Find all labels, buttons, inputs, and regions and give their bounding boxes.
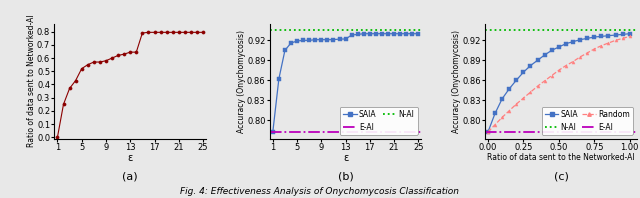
Random <box>541 80 548 82</box>
SAIA <box>506 88 513 90</box>
Random <box>583 52 591 54</box>
SAIA <box>281 49 289 51</box>
SAIA <box>342 38 349 40</box>
SAIA <box>408 32 416 35</box>
Line: SAIA: SAIA <box>486 32 631 133</box>
Random <box>569 60 577 63</box>
Text: (a): (a) <box>122 172 138 182</box>
SAIA <box>372 32 380 35</box>
SAIA <box>293 40 301 42</box>
Random <box>548 74 556 77</box>
SAIA <box>492 112 499 115</box>
SAIA <box>499 98 506 100</box>
SAIA <box>569 41 577 43</box>
X-axis label: ε: ε <box>127 153 133 163</box>
SAIA <box>619 33 627 36</box>
SAIA <box>513 79 520 81</box>
SAIA <box>312 38 319 41</box>
Random <box>520 97 527 99</box>
Line: Random: Random <box>486 35 631 133</box>
Random <box>527 91 534 93</box>
Random <box>605 42 612 44</box>
Random <box>506 109 513 112</box>
SAIA <box>576 38 584 41</box>
SAIA <box>605 34 612 37</box>
SAIA <box>330 38 337 41</box>
SAIA <box>317 38 325 41</box>
E-AI <box>263 131 271 133</box>
Random <box>562 64 570 67</box>
SAIA <box>275 78 283 80</box>
Random <box>591 48 598 50</box>
SAIA <box>415 32 422 35</box>
Random <box>534 85 541 87</box>
Text: (c): (c) <box>554 172 568 182</box>
SAIA <box>300 39 307 42</box>
SAIA <box>305 39 313 42</box>
Random <box>619 37 627 40</box>
SAIA <box>534 59 541 61</box>
N-AI <box>269 29 276 32</box>
Random <box>612 39 620 42</box>
SAIA <box>396 32 404 35</box>
SAIA <box>366 32 374 35</box>
Legend: SAIA, E-AI, N-AI: SAIA, E-AI, N-AI <box>340 107 418 135</box>
Random <box>576 56 584 58</box>
Text: Fig. 4: Effectiveness Analysis of Onychomycosis Classification: Fig. 4: Effectiveness Analysis of Onycho… <box>180 187 460 196</box>
Random <box>555 69 563 71</box>
SAIA <box>591 36 598 38</box>
SAIA <box>403 32 410 35</box>
SAIA <box>390 32 398 35</box>
SAIA <box>562 43 570 45</box>
Y-axis label: Ratio of data sent to Networked-AI: Ratio of data sent to Networked-AI <box>27 15 36 148</box>
Random <box>499 116 506 119</box>
SAIA <box>384 32 392 35</box>
Random <box>626 35 634 38</box>
SAIA <box>336 38 344 40</box>
E-AI <box>269 131 276 133</box>
Random <box>492 124 499 126</box>
SAIA <box>484 131 492 133</box>
SAIA <box>612 34 620 36</box>
Text: (b): (b) <box>338 172 353 182</box>
SAIA <box>527 64 534 67</box>
SAIA <box>583 37 591 40</box>
Random <box>513 103 520 105</box>
Line: SAIA: SAIA <box>271 32 420 133</box>
SAIA <box>348 34 355 36</box>
Random <box>598 45 605 47</box>
SAIA <box>548 49 556 51</box>
SAIA <box>598 35 605 38</box>
X-axis label: ε: ε <box>343 153 348 163</box>
SAIA <box>378 32 386 35</box>
SAIA <box>324 38 332 41</box>
SAIA <box>626 32 634 35</box>
SAIA <box>520 71 527 73</box>
X-axis label: Ratio of data sent to the Networked-AI: Ratio of data sent to the Networked-AI <box>487 153 635 162</box>
Legend: SAIA, N-AI, Random, E-AI: SAIA, N-AI, Random, E-AI <box>541 107 633 135</box>
SAIA <box>269 131 276 133</box>
SAIA <box>287 42 295 44</box>
SAIA <box>354 33 362 36</box>
SAIA <box>541 54 548 56</box>
N-AI <box>263 29 271 32</box>
SAIA <box>555 46 563 48</box>
SAIA <box>360 32 367 35</box>
Y-axis label: Accuracy (Onychomycosis): Accuracy (Onychomycosis) <box>237 30 246 133</box>
Y-axis label: Accuracy (Onychomycosis): Accuracy (Onychomycosis) <box>452 30 461 133</box>
Random <box>484 131 492 133</box>
